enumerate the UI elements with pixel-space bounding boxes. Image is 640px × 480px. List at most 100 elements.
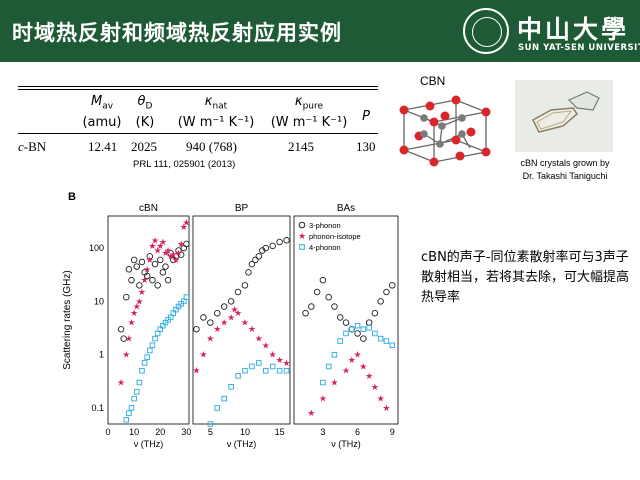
data-point-3-phonon (276, 238, 283, 246)
data-point-phonon-isotope: ★ (122, 350, 130, 360)
data-point-4-phonon (349, 326, 355, 332)
data-point-4-phonon (139, 367, 145, 374)
x-tick-label: 5 (208, 427, 213, 437)
y-axis-label: Scattering rates (GHz) (62, 270, 73, 369)
data-point-phonon-isotope: ★ (342, 366, 350, 376)
data-point-phonon-isotope: ★ (169, 250, 177, 260)
data-point-phonon-isotope: ★ (156, 241, 164, 251)
data-point-phonon-isotope: ★ (138, 287, 146, 297)
panel-frame-BP (192, 215, 291, 425)
data-point-phonon-isotope: ★ (348, 355, 356, 365)
data-point-phonon-isotope: ★ (220, 318, 228, 328)
data-point-phonon-isotope: ★ (172, 255, 180, 265)
cell-thetad: 2025 (131, 139, 157, 154)
data-point-3-phonon (120, 335, 127, 342)
data-point-3-phonon (213, 309, 221, 317)
data-point-3-phonon (383, 288, 390, 296)
data-point-3-phonon (371, 309, 379, 317)
data-point-phonon-isotope: ★ (161, 248, 169, 258)
data-point-4-phonon (207, 421, 214, 427)
data-point-4-phonon (325, 363, 332, 370)
x-tick-label: 9 (390, 427, 395, 437)
x-tick-label: 30 (181, 427, 191, 437)
data-point-3-phonon (313, 288, 321, 296)
structure-title: CBN (420, 74, 446, 88)
panel-title: BAs (337, 203, 355, 214)
data-point-3-phonon (245, 269, 252, 276)
data-point-3-phonon (136, 282, 143, 289)
y-tick-label: 1 (99, 350, 104, 360)
figure-label: B (68, 191, 76, 203)
data-point-3-phonon (360, 335, 367, 342)
x-axis-label: ν (THz) (227, 439, 257, 449)
data-point-3-phonon (128, 276, 135, 284)
data-point-phonon-isotope: ★ (130, 308, 138, 318)
data-point-phonon-isotope: ★ (307, 408, 315, 418)
data-point-3-phonon (117, 325, 125, 333)
data-point-phonon-isotope: ★ (354, 350, 362, 360)
data-point-phonon-isotope: ★ (135, 296, 143, 306)
data-point-phonon-isotope: ★ (276, 355, 284, 365)
header-knat: κnat (W m⁻¹ K⁻¹) (177, 94, 255, 130)
data-point-3-phonon (159, 269, 167, 276)
x-tick-label: 20 (155, 427, 165, 437)
data-point-phonon-isotope: ★ (148, 241, 156, 251)
x-tick-label: 10 (240, 427, 250, 437)
data-point-3-phonon (283, 237, 290, 244)
reference-citation: PRL 111, 025901 (2013) (133, 159, 236, 170)
panel-title: cBN (139, 203, 158, 214)
data-point-3-phonon (167, 249, 174, 257)
data-point-3-phonon (154, 282, 161, 289)
table-header-rule (18, 133, 378, 134)
data-point-3-phonon (123, 293, 130, 301)
data-point-3-phonon (133, 263, 140, 270)
data-point-phonon-isotope: ★ (365, 371, 373, 381)
data-point-phonon-isotope: ★ (180, 222, 188, 232)
x-tick-label: 3 (320, 427, 325, 437)
data-point-3-phonon (177, 251, 185, 258)
data-point-4-phonon (269, 363, 276, 370)
crystal-photo (515, 80, 613, 152)
data-point-4-phonon (360, 326, 367, 332)
data-point-3-phonon (234, 288, 242, 296)
data-point-4-phonon (283, 367, 290, 374)
data-point-phonon-isotope: ★ (127, 318, 135, 328)
data-point-phonon-isotope: ★ (371, 382, 379, 392)
data-point-4-phonon (144, 354, 150, 360)
data-point-phonon-isotope: ★ (234, 308, 242, 318)
data-point-4-phonon (235, 373, 241, 379)
data-point-3-phonon (200, 314, 207, 321)
data-point-phonon-isotope: ★ (319, 394, 327, 404)
data-point-3-phonon (193, 325, 200, 333)
panel-title: BP (235, 203, 249, 214)
crystal-structure-diagram (399, 95, 491, 167)
data-point-phonon-isotope: ★ (255, 334, 263, 344)
data-point-3-phonon (130, 256, 138, 264)
data-point-3-phonon (331, 303, 338, 310)
data-point-4-phonon (133, 389, 140, 395)
data-point-phonon-isotope: ★ (282, 358, 290, 368)
cell-p: 130 (356, 139, 376, 154)
university-logo: 中山大學 SUN YAT-SEN UNIVERSITY (463, 6, 640, 58)
data-point-3-phonon (162, 263, 169, 270)
data-point-4-phonon (221, 395, 227, 402)
legend-label: 4-phonon (309, 243, 341, 252)
data-point-3-phonon (377, 298, 384, 305)
table-top-rule (18, 86, 378, 87)
data-point-3-phonon (207, 319, 214, 326)
data-point-3-phonon (269, 242, 276, 250)
cell-material: c-BN (18, 139, 47, 154)
data-point-4-phonon (377, 335, 384, 342)
data-point-4-phonon (331, 351, 338, 358)
table-top-rule-2 (18, 89, 378, 90)
y-tick-label: 10 (94, 296, 104, 306)
data-point-4-phonon (149, 342, 156, 349)
university-seal-icon (463, 8, 509, 54)
legend-label: phonon-isotope (309, 232, 361, 241)
y-tick-label: 0.1 (91, 403, 104, 413)
logo-english-name: SUN YAT-SEN UNIVERSITY (518, 43, 640, 53)
header-p: P (362, 109, 370, 124)
data-point-4-phonon (366, 324, 372, 331)
data-point-phonon-isotope: ★ (199, 350, 207, 360)
data-point-phonon-isotope: ★ (182, 218, 190, 228)
